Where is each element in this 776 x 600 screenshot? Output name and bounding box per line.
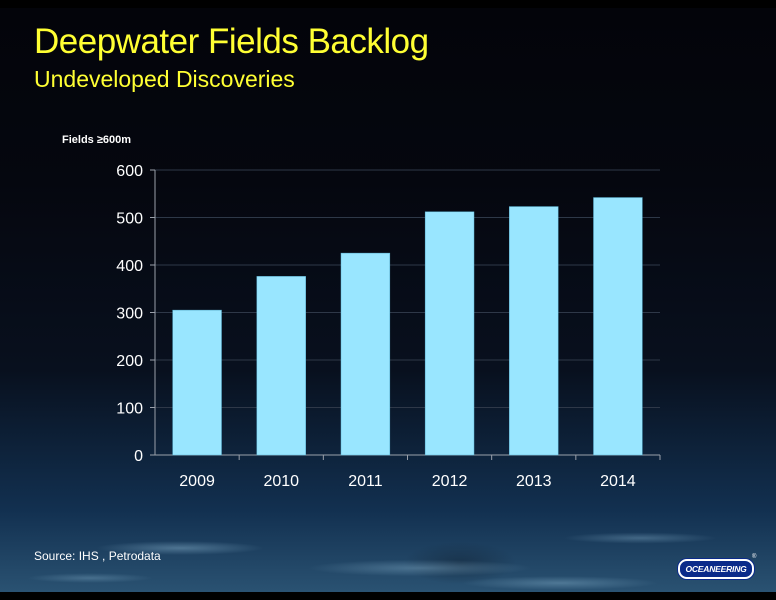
oceaneering-logo: OCEANEERING — [678, 559, 754, 579]
y-tick-label: 400 — [116, 258, 143, 275]
source-note: Source: IHS , Petrodata — [34, 549, 161, 563]
x-tick-label: 2012 — [432, 473, 468, 490]
page-subtitle: Undeveloped Discoveries — [34, 66, 295, 92]
bar-2010 — [256, 276, 306, 456]
x-tick-label: 2011 — [348, 473, 383, 490]
registered-mark: ® — [752, 554, 757, 560]
y-tick-label: 100 — [116, 401, 143, 418]
x-tick-label: 2010 — [263, 473, 299, 490]
bar-2012 — [424, 211, 475, 456]
slide-background — [0, 8, 776, 592]
y-tick-label: 0 — [134, 448, 143, 465]
page-title: Deepwater Fields Backlog — [34, 22, 429, 61]
bar-2013 — [509, 206, 559, 456]
x-tick-label: 2009 — [179, 473, 215, 490]
bar-2009 — [172, 309, 222, 456]
y-tick-label: 500 — [116, 211, 143, 228]
y-tick-label: 300 — [116, 306, 143, 323]
y-axis-label: Fields ≥600m — [62, 134, 132, 146]
seafloor-light-pattern — [0, 478, 776, 592]
y-tick-label: 600 — [116, 163, 143, 180]
bar-2014 — [593, 197, 643, 456]
x-tick-label: 2014 — [600, 473, 636, 490]
x-tick-label: 2013 — [516, 473, 552, 490]
y-tick-label: 200 — [116, 353, 143, 370]
bar-2011 — [340, 252, 391, 456]
